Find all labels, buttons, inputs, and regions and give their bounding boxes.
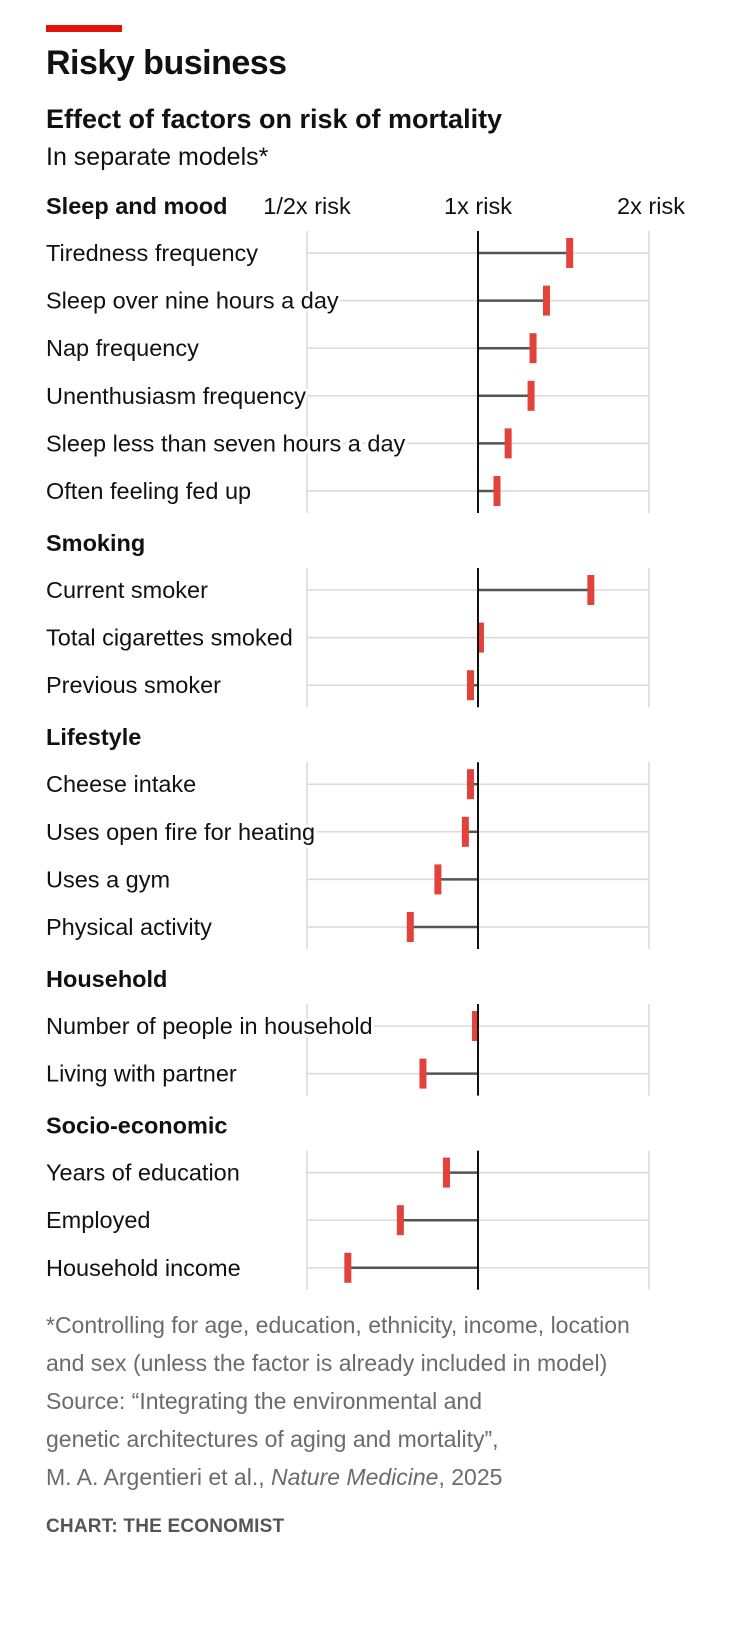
footnote-line: and sex (unless the factor is already in… — [46, 1350, 608, 1376]
row-label: Total cigarettes smoked — [46, 625, 293, 651]
effect-marker — [434, 864, 442, 895]
effect-marker — [542, 285, 550, 316]
row-label: Living with partner — [46, 1061, 237, 1087]
chart-subtitle: Effect of factors on risk of mortality — [46, 104, 503, 134]
row-label: Years of education — [46, 1160, 240, 1186]
chart-credit: CHART: THE ECONOMIST — [46, 1516, 285, 1537]
effect-marker — [476, 622, 484, 653]
effect-marker — [466, 769, 474, 800]
chart-title: Risky business — [46, 44, 287, 82]
source-journal: Nature Medicine — [271, 1464, 439, 1490]
effect-marker — [406, 912, 414, 942]
group-heading: Sleep and mood — [46, 193, 228, 219]
row-label: Tiredness frequency — [46, 240, 258, 266]
row-label: Physical activity — [46, 914, 212, 940]
source-year: , 2025 — [438, 1464, 503, 1490]
effect-marker — [472, 1011, 480, 1041]
axis-tick-label: 1/2x risk — [263, 193, 351, 219]
footnote-line: *Controlling for age, education, ethnici… — [46, 1312, 630, 1338]
axis-tick-label: 1x risk — [444, 193, 512, 219]
group-heading: Lifestyle — [46, 724, 141, 750]
effect-marker — [587, 575, 595, 605]
row-label: Sleep over nine hours a day — [46, 288, 339, 314]
axis-tick-label: 2x risk — [617, 193, 685, 219]
effect-marker — [396, 1205, 404, 1236]
row-label: Uses open fire for heating — [46, 819, 315, 845]
source-citation: M. A. Argentieri et al., Nature Medicine… — [46, 1458, 726, 1496]
effect-marker — [442, 1157, 450, 1188]
row-label: Employed — [46, 1207, 151, 1233]
effect-marker — [504, 428, 512, 459]
row-label: Cheese intake — [46, 771, 196, 797]
source-line: Source: “Integrating the environmental a… — [46, 1388, 482, 1414]
row-label: Previous smoker — [46, 672, 221, 698]
source-authors: M. A. Argentieri et al., — [46, 1464, 271, 1490]
effect-marker — [419, 1058, 427, 1089]
source-line: genetic architectures of aging and morta… — [46, 1426, 499, 1452]
group-heading: Socio-economic — [46, 1113, 228, 1139]
accent-bar — [46, 25, 122, 32]
group-heading: Household — [46, 966, 167, 992]
row-label: Unenthusiasm frequency — [46, 383, 306, 409]
row-label: Uses a gym — [46, 866, 170, 892]
effect-marker — [566, 238, 574, 268]
effect-marker — [461, 816, 469, 847]
effect-marker — [493, 476, 501, 506]
chart-subtitle-models: In separate models* — [46, 143, 269, 171]
effect-marker — [466, 670, 474, 701]
row-label: Number of people in household — [46, 1013, 373, 1039]
row-label: Often feeling fed up — [46, 478, 251, 504]
effect-marker — [529, 333, 537, 364]
mortality-risk-chart: Sleep and mood Tiredness frequency Sleep o… — [43, 193, 685, 1290]
row-label: Household income — [46, 1255, 241, 1281]
effect-marker — [527, 380, 535, 411]
footnote: *Controlling for age, education, ethnici… — [46, 1306, 726, 1496]
group-heading: Smoking — [46, 530, 145, 556]
effect-marker — [344, 1252, 352, 1283]
row-label: Sleep less than seven hours a day — [46, 430, 406, 456]
row-label: Nap frequency — [46, 335, 199, 361]
row-label: Current smoker — [46, 577, 208, 603]
